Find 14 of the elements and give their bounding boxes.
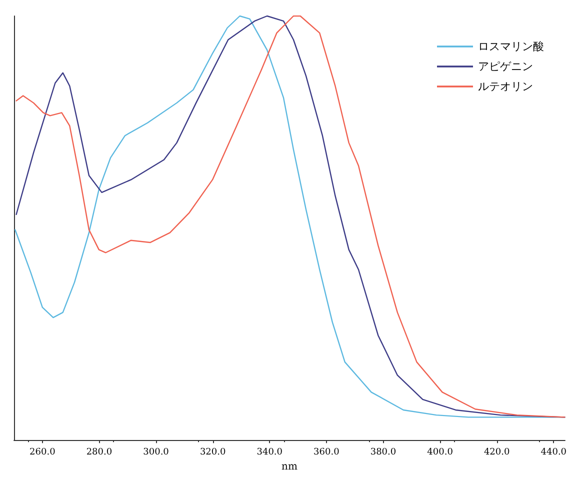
x-tick-label: 340.0 [256, 448, 283, 458]
x-tick-label: 420.0 [484, 448, 510, 458]
x-tick-label: 380.0 [370, 448, 396, 458]
x-tick-label: 280.0 [86, 448, 112, 458]
legend-label: アピゲニン [478, 60, 533, 73]
legend-label: ロスマリン酸 [478, 40, 544, 53]
x-tick-label: 440.0 [540, 448, 567, 458]
x-tick-label: 320.0 [200, 448, 226, 458]
x-axis-title: nm [282, 462, 298, 472]
x-tick-label: 260.0 [30, 448, 56, 458]
legend-label: ルテオリン [478, 80, 533, 93]
x-tick-label: 300.0 [143, 448, 170, 458]
x-tick-label: 360.0 [314, 448, 340, 458]
x-tick-label: 400.0 [427, 448, 454, 458]
